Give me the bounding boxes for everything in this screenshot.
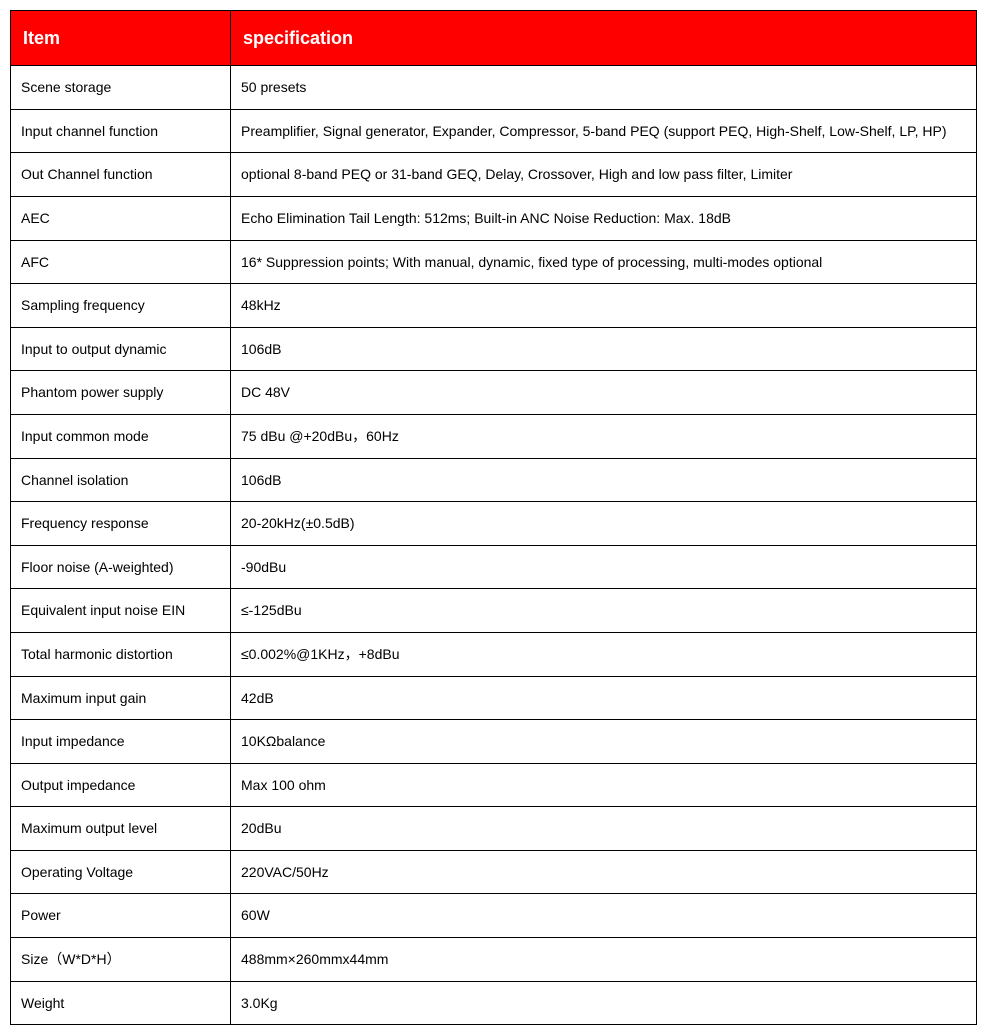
table-row: Out Channel functionoptional 8-band PEQ … [11,153,977,197]
table-row: Input impedance10KΩbalance [11,720,977,764]
table-row: Sampling frequency48kHz [11,284,977,328]
spec-cell: 106dB [231,458,977,502]
item-cell: Frequency response [11,502,231,546]
table-row: Maximum output level20dBu [11,807,977,851]
item-cell: Out Channel function [11,153,231,197]
item-cell: Operating Voltage [11,850,231,894]
spec-cell: 220VAC/50Hz [231,850,977,894]
item-cell: AEC [11,196,231,240]
table-row: Frequency response20-20kHz(±0.5dB) [11,502,977,546]
table-row: AFC16* Suppression points; With manual, … [11,240,977,284]
spec-cell: 20dBu [231,807,977,851]
spec-cell: optional 8-band PEQ or 31-band GEQ, Dela… [231,153,977,197]
header-spec: specification [231,11,977,66]
table-row: Phantom power supplyDC 48V [11,371,977,415]
item-cell: Floor noise (A-weighted) [11,545,231,589]
spec-cell: ≤-125dBu [231,589,977,633]
spec-cell: 42dB [231,676,977,720]
table-row: Total harmonic distortion≤0.002%@1KHz，+8… [11,632,977,676]
item-cell: Output impedance [11,763,231,807]
table-body: Scene storage50 presetsInput channel fun… [11,66,977,1025]
table-row: Output impedanceMax 100 ohm [11,763,977,807]
specification-table: Item specification Scene storage50 prese… [10,10,977,1025]
spec-cell: 20-20kHz(±0.5dB) [231,502,977,546]
spec-cell: DC 48V [231,371,977,415]
spec-cell: 488mm×260mmx44mm [231,938,977,982]
item-cell: Scene storage [11,66,231,110]
item-cell: Input common mode [11,414,231,458]
table-row: Weight3.0Kg [11,981,977,1025]
header-item: Item [11,11,231,66]
table-row: Input channel functionPreamplifier, Sign… [11,109,977,153]
spec-cell: 10KΩbalance [231,720,977,764]
spec-cell: 48kHz [231,284,977,328]
table-row: Power60W [11,894,977,938]
item-cell: Total harmonic distortion [11,632,231,676]
item-cell: Channel isolation [11,458,231,502]
spec-cell: 3.0Kg [231,981,977,1025]
spec-cell: Max 100 ohm [231,763,977,807]
spec-cell: -90dBu [231,545,977,589]
item-cell: Size（W*D*H） [11,938,231,982]
table-row: Input to output dynamic106dB [11,327,977,371]
table-row: Input common mode75 dBu @+20dBu，60Hz [11,414,977,458]
table-row: Scene storage50 presets [11,66,977,110]
spec-cell: 106dB [231,327,977,371]
table-row: AECEcho Elimination Tail Length: 512ms; … [11,196,977,240]
table-row: Channel isolation106dB [11,458,977,502]
item-cell: Input to output dynamic [11,327,231,371]
table-row: Floor noise (A-weighted)-90dBu [11,545,977,589]
item-cell: Maximum input gain [11,676,231,720]
item-cell: Weight [11,981,231,1025]
spec-cell: 60W [231,894,977,938]
table-row: Equivalent input noise EIN≤-125dBu [11,589,977,633]
item-cell: Maximum output level [11,807,231,851]
spec-cell: ≤0.002%@1KHz，+8dBu [231,632,977,676]
item-cell: Equivalent input noise EIN [11,589,231,633]
item-cell: Sampling frequency [11,284,231,328]
item-cell: Input impedance [11,720,231,764]
table-row: Size（W*D*H）488mm×260mmx44mm [11,938,977,982]
spec-cell: Preamplifier, Signal generator, Expander… [231,109,977,153]
item-cell: Power [11,894,231,938]
table-header-row: Item specification [11,11,977,66]
item-cell: Input channel function [11,109,231,153]
spec-cell: 16* Suppression points; With manual, dyn… [231,240,977,284]
spec-cell: Echo Elimination Tail Length: 512ms; Bui… [231,196,977,240]
spec-cell: 50 presets [231,66,977,110]
item-cell: AFC [11,240,231,284]
item-cell: Phantom power supply [11,371,231,415]
spec-cell: 75 dBu @+20dBu，60Hz [231,414,977,458]
table-row: Maximum input gain42dB [11,676,977,720]
table-row: Operating Voltage220VAC/50Hz [11,850,977,894]
